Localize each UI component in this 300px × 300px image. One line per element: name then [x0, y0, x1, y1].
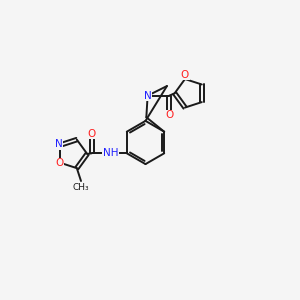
- Text: O: O: [88, 129, 96, 139]
- Text: CH₃: CH₃: [73, 182, 89, 191]
- Text: O: O: [181, 70, 189, 80]
- Text: O: O: [55, 158, 63, 168]
- Text: NH: NH: [103, 148, 118, 158]
- Text: N: N: [55, 139, 63, 149]
- Text: N: N: [144, 91, 152, 101]
- Text: O: O: [165, 110, 173, 120]
